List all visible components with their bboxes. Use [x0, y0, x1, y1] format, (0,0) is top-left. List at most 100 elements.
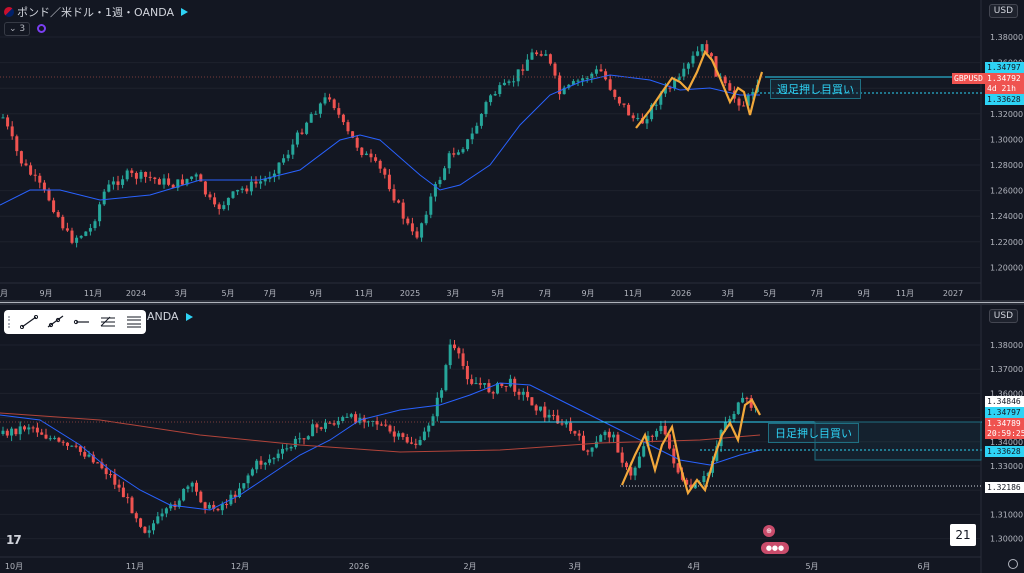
weekly-symbol-title[interactable]: ポンド／米ドル・1週・OANDA [4, 4, 189, 20]
daily-candle-body [530, 397, 534, 406]
daily-last-price-tag: 1.34789 [985, 418, 1024, 429]
toolbar-drag-handle[interactable] [8, 316, 14, 328]
weekly-candle-body [374, 157, 378, 161]
daily-time-tick: 10月 [5, 562, 23, 571]
daily-candle-body [332, 423, 336, 425]
weekly-candle-body [102, 191, 106, 205]
trend-line-icon[interactable] [18, 313, 40, 331]
weekly-currency-button[interactable]: USD [988, 4, 1018, 18]
daily-candle-body [569, 422, 573, 432]
settings-gear-icon[interactable] [1008, 559, 1018, 569]
daily-candle-body [620, 452, 624, 463]
daily-symbol-title[interactable]: ANDA [147, 310, 193, 323]
usd-events-icon[interactable]: ●●● [761, 542, 789, 554]
weekly-candle-body [433, 184, 437, 197]
weekly-candle-body [217, 204, 221, 210]
weekly-candle-body [429, 196, 433, 215]
daily-candle-body [367, 421, 370, 423]
pane-divider[interactable] [0, 300, 1024, 305]
daily-candle-body [246, 475, 250, 484]
weekly-candle-body [585, 78, 589, 80]
daily-candle-body [422, 431, 426, 441]
daily-slow-ma-line [0, 412, 761, 453]
daily-candle-body [427, 425, 431, 432]
weekly-candle-body [654, 104, 658, 106]
daily-candle-body [216, 508, 220, 511]
daily-candle-body [435, 397, 439, 417]
daily-candle-body [195, 482, 198, 492]
daily-candle-body [207, 504, 211, 509]
daily-candle-body [659, 425, 663, 432]
weekly-candle-body [498, 85, 502, 95]
daily-candle-body [702, 476, 706, 483]
weekly-candle-body [346, 122, 350, 132]
daily-candle-body [70, 445, 74, 447]
daily-candle-body [78, 446, 82, 452]
weekly-candle-body [282, 158, 286, 163]
weekly-time-tick: 月 [0, 289, 8, 298]
weekly-candle-body [33, 174, 37, 176]
daily-chart-canvas[interactable]: 1.380001.370001.360001.350001.340001.330… [0, 305, 1024, 573]
weekly-candle-body [539, 54, 543, 56]
weekly-candle-body [341, 114, 345, 123]
daily-candle-body [319, 427, 323, 429]
weekly-lower-line-tag: 1.33628 [985, 94, 1024, 105]
parallel-channel-icon[interactable] [122, 313, 144, 331]
weekly-candle-body [461, 149, 465, 153]
weekly-candle-body [604, 71, 608, 80]
weekly-candle-body [1, 117, 5, 119]
daily-price-tick: 1.31000 [990, 510, 1023, 519]
daily-candle-body [431, 416, 435, 426]
weekly-candle-body [236, 189, 240, 192]
weekly-candle-body [576, 80, 580, 82]
weekly-candle-body [153, 177, 157, 180]
weekly-candle-body [663, 87, 667, 94]
daily-candle-body [57, 437, 61, 442]
weekly-candle-body [466, 139, 470, 150]
daily-candle-body [87, 454, 91, 457]
weekly-candle-body [668, 87, 672, 89]
weekly-candle-body [686, 63, 690, 69]
daily-candle-body [289, 446, 293, 449]
drawing-toolbar[interactable] [4, 310, 146, 334]
weekly-candle-body [691, 55, 695, 64]
daily-chart-pane[interactable]: 1.380001.370001.360001.350001.340001.330… [0, 305, 1024, 573]
horizontal-ray-icon[interactable] [70, 313, 92, 331]
daily-candle-body [470, 379, 474, 384]
fib-icon[interactable] [96, 313, 118, 331]
counter-badge: 21 [950, 524, 976, 546]
daily-pullback-annotation[interactable]: 日足押し目買い [768, 423, 859, 443]
daily-fast-ma-line [0, 382, 761, 511]
daily-candle-body [663, 425, 667, 435]
ray-icon[interactable] [44, 313, 66, 331]
indicator-icon[interactable] [37, 24, 46, 33]
weekly-candle-body [185, 178, 189, 185]
daily-candle-body [496, 383, 499, 394]
daily-currency-button[interactable]: USD [988, 309, 1018, 323]
daily-candle-body [91, 454, 95, 463]
daily-candle-body [345, 416, 349, 418]
weekly-time-tick: 3月 [174, 289, 187, 298]
weekly-chart-canvas[interactable]: 1.380001.360001.340001.320001.300001.280… [0, 0, 1024, 300]
indicator-count: 3 [19, 24, 26, 34]
collapse-indicators-button[interactable]: ⌄ 3 [4, 22, 31, 36]
daily-candle-body [130, 497, 134, 514]
weekly-candle-body [199, 174, 203, 182]
daily-price-tick: 1.30000 [990, 535, 1023, 544]
weekly-price-tick: 1.38000 [990, 33, 1023, 42]
weekly-pullback-annotation[interactable]: 週足押し目買い [770, 79, 861, 99]
weekly-chart-pane[interactable]: 1.380001.360001.340001.320001.300001.280… [0, 0, 1024, 300]
weekly-candle-body [208, 194, 212, 198]
daily-candle-body [384, 424, 388, 426]
tradingview-logo-icon[interactable]: 17 [6, 533, 22, 547]
weekly-candle-body [134, 172, 138, 179]
daily-candle-body [354, 414, 358, 424]
weekly-candle-body [700, 44, 704, 52]
gbp-event-icon[interactable]: ⊕ [763, 525, 775, 537]
daily-candle-body [504, 385, 508, 387]
daily-candle-body [315, 424, 319, 428]
daily-price-tick: 1.36000 [990, 389, 1023, 398]
weekly-candle-body [650, 104, 654, 120]
daily-title-text: ANDA [147, 310, 179, 323]
weekly-candle-body [314, 113, 318, 115]
